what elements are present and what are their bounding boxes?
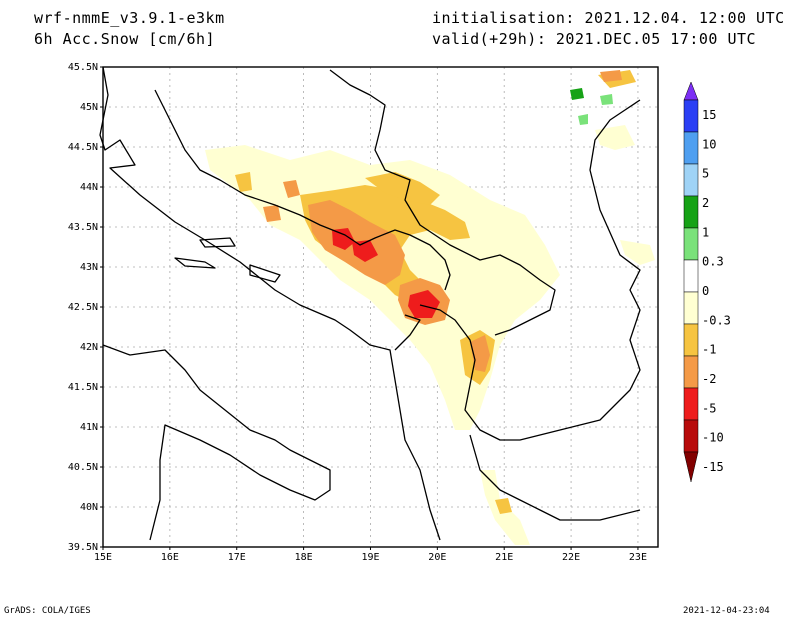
legend-swatch	[683, 323, 699, 357]
color-legend: 15 10 5 2 1 0.3 0 -0.3 -1 -2 -5 -10 -15	[683, 81, 731, 483]
island	[174, 257, 216, 269]
legend-swatch	[683, 163, 699, 197]
snow-area-1	[235, 172, 252, 192]
lat-label: 42.5N	[68, 302, 98, 313]
legend-label: 10	[702, 137, 716, 151]
longitude-labels: 15E 16E 17E 18E 19E 20E 21E 22E 23E	[94, 547, 647, 563]
snow-area-5	[408, 290, 440, 318]
lat-label: 42N	[80, 342, 98, 353]
legend-label: 5	[702, 167, 709, 181]
snow-area-light	[595, 125, 635, 150]
legend-label: -10	[702, 431, 724, 445]
island	[249, 264, 281, 283]
legend-label: -5	[702, 401, 716, 415]
snow-area-green	[578, 114, 588, 125]
footer-timestamp: 2021-12-04-23:04	[683, 606, 770, 616]
lon-label: 17E	[228, 552, 246, 563]
snow-area-5	[332, 228, 355, 250]
legend-swatch	[683, 195, 699, 229]
border	[154, 89, 451, 291]
legend-label: 15	[702, 108, 716, 122]
snow-area-2	[600, 70, 622, 82]
border	[329, 69, 556, 336]
lat-label: 45.5N	[68, 62, 98, 73]
latitude-labels: 45.5N 45N 44.5N 44N 43.5N 43N 42.5N 42N 41.5N 41N…	[68, 62, 103, 553]
legend-swatch	[683, 387, 699, 421]
snow-area-5	[352, 240, 378, 262]
border	[469, 434, 641, 521]
snow-area-2	[283, 180, 300, 198]
lat-label: 41N	[80, 422, 98, 433]
legend-swatch	[683, 355, 699, 389]
legend-arrow-bottom	[683, 451, 699, 483]
legend-swatch	[683, 227, 699, 261]
footer-credit: GrADS: COLA/IGES	[4, 606, 91, 616]
lat-label: 45N	[80, 102, 98, 113]
lon-label: 22E	[562, 552, 580, 563]
legend-label: 1	[702, 225, 709, 239]
island	[199, 237, 236, 248]
initialisation-time: initialisation: 2021.12.04. 12:00 UTC	[432, 9, 785, 27]
legend-swatch	[683, 259, 699, 293]
snow-area-1	[365, 172, 440, 205]
border	[394, 314, 421, 351]
lat-label: 40.5N	[68, 462, 98, 473]
coastline	[99, 66, 441, 541]
lon-label: 19E	[361, 552, 379, 563]
legend-label: -1	[702, 343, 716, 357]
coastlines-borders	[99, 66, 641, 541]
snow-area-light	[620, 240, 655, 265]
lat-label: 40N	[80, 502, 98, 513]
lat-label: 41.5N	[68, 382, 98, 393]
lat-label: 44N	[80, 182, 98, 193]
legend-label: -0.3	[702, 313, 731, 327]
snow-area-green	[570, 88, 584, 100]
legend-swatch	[683, 99, 699, 133]
lat-label: 43N	[80, 262, 98, 273]
lon-label: 16E	[161, 552, 179, 563]
lat-label: 39.5N	[68, 542, 98, 553]
snow-area-2	[263, 205, 281, 222]
lon-label: 23E	[629, 552, 647, 563]
legend-label: -15	[702, 460, 724, 474]
legend-swatch	[683, 419, 699, 453]
lat-label: 44.5N	[68, 142, 98, 153]
snow-area-green	[600, 94, 613, 105]
coastline-italy	[102, 344, 331, 541]
legend-swatch	[683, 291, 699, 325]
lat-label: 43.5N	[68, 222, 98, 233]
lon-label: 21E	[495, 552, 513, 563]
legend-label: 0.3	[702, 255, 724, 269]
legend-swatch	[683, 131, 699, 165]
variable-title: 6h Acc.Snow [cm/6h]	[34, 30, 216, 48]
border	[419, 99, 641, 441]
legend-label: 2	[702, 196, 709, 210]
legend-arrow-top	[683, 81, 699, 101]
model-title: wrf-nmmE_v3.9.1-e3km	[34, 9, 225, 27]
valid-time: valid(+29h): 2021.DEC.05 17:00 UTC	[432, 30, 757, 48]
legend-label: -2	[702, 372, 716, 386]
snow-area-1	[495, 498, 512, 514]
legend-label: 0	[702, 284, 709, 298]
lon-label: 15E	[94, 552, 112, 563]
lon-label: 18E	[295, 552, 313, 563]
lon-label: 20E	[428, 552, 446, 563]
